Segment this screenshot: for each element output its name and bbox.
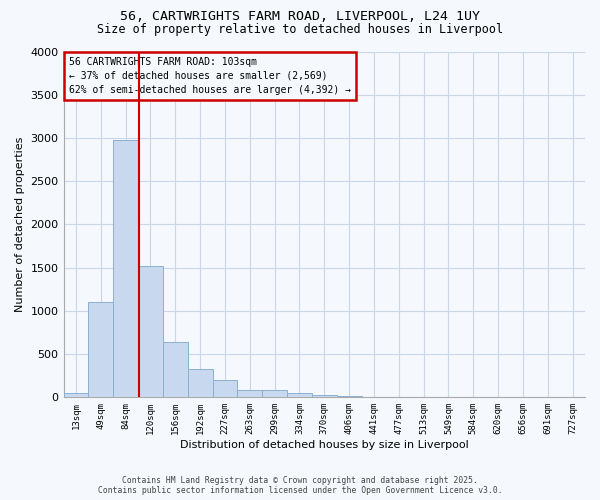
Bar — [138, 266, 163, 398]
Bar — [337, 396, 362, 398]
Bar — [64, 392, 88, 398]
Y-axis label: Number of detached properties: Number of detached properties — [15, 136, 25, 312]
Bar — [88, 302, 113, 398]
Text: 56, CARTWRIGHTS FARM ROAD, LIVERPOOL, L24 1UY: 56, CARTWRIGHTS FARM ROAD, LIVERPOOL, L2… — [120, 10, 480, 23]
Bar — [113, 140, 138, 398]
Text: Size of property relative to detached houses in Liverpool: Size of property relative to detached ho… — [97, 22, 503, 36]
X-axis label: Distribution of detached houses by size in Liverpool: Distribution of detached houses by size … — [180, 440, 469, 450]
Bar — [163, 342, 188, 398]
Bar — [262, 390, 287, 398]
Bar — [287, 394, 312, 398]
Bar — [238, 390, 262, 398]
Text: Contains HM Land Registry data © Crown copyright and database right 2025.
Contai: Contains HM Land Registry data © Crown c… — [98, 476, 502, 495]
Text: 56 CARTWRIGHTS FARM ROAD: 103sqm
← 37% of detached houses are smaller (2,569)
62: 56 CARTWRIGHTS FARM ROAD: 103sqm ← 37% o… — [69, 56, 351, 94]
Bar — [188, 369, 212, 398]
Bar — [212, 380, 238, 398]
Bar — [312, 395, 337, 398]
Bar — [362, 396, 386, 398]
